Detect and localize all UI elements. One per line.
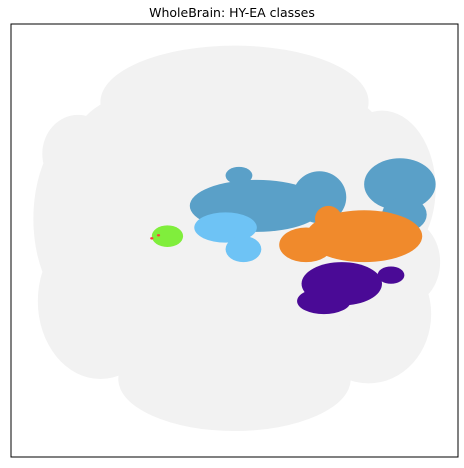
chart-title: WholeBrain: HY-EA classes <box>149 5 315 20</box>
green-class-point <box>151 225 184 247</box>
background-cells-point <box>261 93 387 198</box>
background-cells-point <box>42 114 114 193</box>
background-cells-point <box>238 309 365 397</box>
red-spot-point <box>156 234 161 237</box>
purple-class-point <box>377 266 405 284</box>
purple-class-point <box>297 288 351 315</box>
light-blue-class-point <box>194 212 257 243</box>
orange-class-point <box>314 205 342 232</box>
steel-blue-class-point <box>364 158 436 211</box>
steel-blue-class-point <box>225 166 253 185</box>
background-cells-point <box>91 210 199 315</box>
light-blue-class-point <box>225 236 262 263</box>
red-spot-point <box>150 237 154 240</box>
background-cells-point <box>104 288 231 393</box>
